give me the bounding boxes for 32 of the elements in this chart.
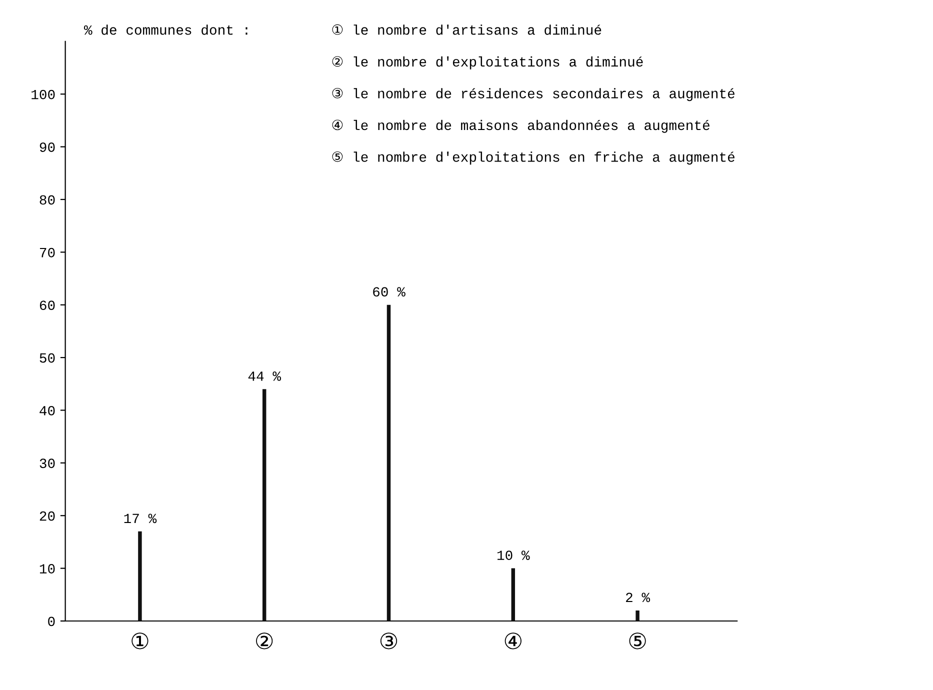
bar [636, 610, 640, 621]
y-tick-label: 0 [48, 616, 55, 626]
bar [386, 304, 391, 621]
bar [511, 568, 516, 621]
y-tick-label: 20 [40, 511, 55, 521]
x-tick-label: ⑤ [629, 632, 646, 650]
y-tick-label: 60 [40, 300, 55, 310]
annotation: ② le nombre d'exploitations a diminué [332, 56, 643, 70]
y-tick-label: 70 [40, 248, 55, 258]
x-tick-label: ① [132, 632, 148, 650]
chart-title: % de communes dont : [84, 24, 248, 35]
y-tick-label: 50 [40, 353, 55, 363]
annotation: ④ le nombre de maisons abandonnées a augmenté [332, 120, 710, 133]
y-tick-label: 10 [40, 564, 55, 574]
data-label: 10 % [497, 550, 530, 560]
data-label: 17 % [124, 514, 157, 524]
y-tick-label: 40 [40, 406, 55, 416]
y-tick-label: 100 [32, 90, 55, 100]
x-tick-label: ④ [504, 632, 522, 650]
annotation: ⑤ le nombre d'exploitations en friche a augmenté [332, 151, 734, 165]
bar [262, 389, 266, 621]
data-label: 44 % [248, 371, 282, 381]
data-label: 60 % [373, 287, 406, 297]
x-tick-label: ② [256, 632, 273, 650]
y-tick-label: 90 [40, 142, 55, 152]
x-tick-label: ③ [380, 632, 398, 650]
bar [138, 531, 142, 621]
y-tick-label: 80 [40, 195, 55, 205]
y-tick-label: 30 [40, 458, 55, 468]
annotation: ③ le nombre de résidences secondaires a augmenté [332, 88, 734, 102]
data-label: 2 % [626, 592, 650, 602]
text: ① le nombre d'artisans a diminué [332, 24, 602, 35]
